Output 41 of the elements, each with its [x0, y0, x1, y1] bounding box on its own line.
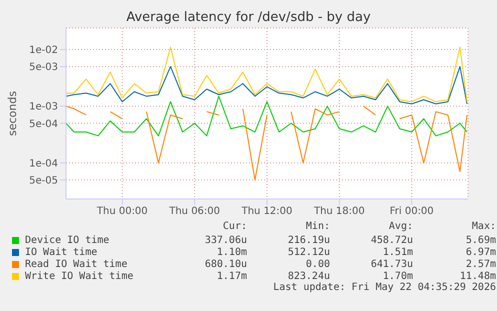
legend-label: Write IO Wait time [24, 270, 134, 282]
text: 2.57m [464, 258, 496, 270]
legend-label: Device IO time [24, 234, 110, 246]
y-tick-label: 5e-04 [29, 118, 58, 130]
text: Last update: Fri May 22 04:35:29 2026 [272, 282, 496, 294]
y-tick-label: 5e-03 [29, 62, 58, 74]
text: Cur: [222, 221, 247, 234]
line-series [66, 66, 468, 104]
x-tick-label: Thu 00:00 [96, 206, 148, 218]
y-tick-label: 5e-05 [29, 175, 58, 186]
line-series [66, 96, 468, 136]
text: 1.51m [382, 246, 413, 258]
text: 1.70m [382, 270, 413, 282]
text: 337.06u [204, 234, 247, 246]
text: Max: [470, 221, 496, 234]
legend-label: Read IO Wait time [24, 258, 128, 270]
text: 823.24u [286, 270, 330, 282]
x-tick-label: Thu 06:00 [168, 206, 220, 218]
text: 5.69m [464, 234, 496, 246]
legend-label: IO Wait time [24, 246, 98, 258]
x-tick-label: Fri 00:00 [390, 206, 434, 218]
text: Avg: [388, 221, 413, 234]
text: 458.72u [370, 234, 413, 246]
text: 1.17m [216, 270, 247, 282]
text: 680.10u [204, 258, 247, 270]
chart-title: Average latency for /dev/sdb - by day [125, 10, 372, 25]
text: 216.19u [286, 234, 330, 246]
x-tick-label: Thu 18:00 [312, 206, 365, 218]
y-tick-label: 1e-03 [29, 102, 58, 113]
line-series [66, 46, 468, 102]
text: 1.10m [216, 246, 247, 258]
text: 641.73u [370, 258, 413, 270]
y-axis-title: seconds [6, 90, 19, 136]
y-tick-label: 1e-04 [29, 158, 58, 170]
text: 6.97m [464, 246, 496, 258]
text: Min: [304, 221, 330, 234]
text: 0.00 [304, 258, 330, 270]
text: 11.48m [458, 270, 496, 282]
x-tick-label: Thu 12:00 [240, 206, 292, 218]
y-tick-label: 1e-02 [29, 45, 58, 56]
text: 512.12u [286, 246, 330, 258]
